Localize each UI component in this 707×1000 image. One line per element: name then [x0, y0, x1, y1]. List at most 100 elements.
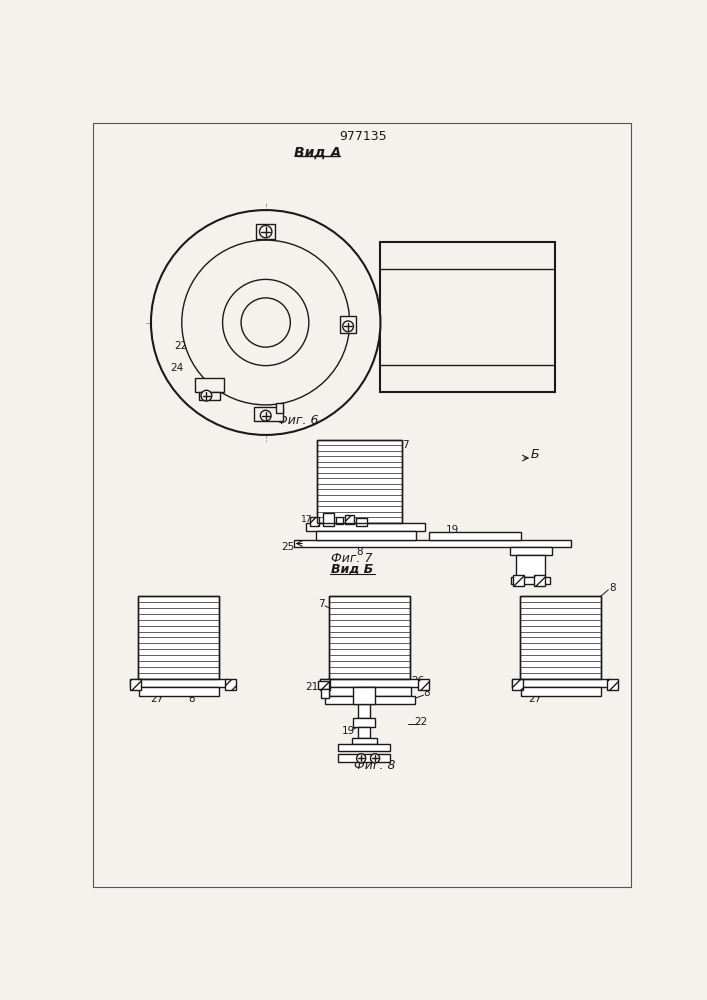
Text: Фиг. 8: Фиг. 8	[354, 759, 396, 772]
Bar	[316, 531, 416, 540]
Bar	[305, 523, 425, 531]
Text: ×: ×	[208, 282, 214, 288]
Text: +: +	[303, 341, 309, 350]
Text: 19: 19	[341, 726, 355, 736]
Ellipse shape	[182, 240, 350, 405]
Text: 8: 8	[356, 547, 363, 557]
Text: ×: ×	[238, 274, 244, 280]
Text: +: +	[262, 378, 269, 387]
Text: ×: ×	[317, 357, 323, 363]
Text: +: +	[268, 272, 275, 281]
Text: ×: ×	[300, 356, 307, 362]
Bar	[534, 575, 545, 586]
Text: ×: ×	[203, 291, 209, 297]
Text: +: +	[204, 334, 211, 343]
Text: ×: ×	[217, 345, 223, 351]
Text: ×: ×	[269, 268, 276, 274]
Text: +: +	[194, 346, 201, 355]
Bar	[130, 679, 141, 690]
Text: +: +	[234, 281, 241, 290]
Text: +: +	[315, 370, 322, 379]
Text: ×: ×	[255, 385, 260, 391]
Bar	[513, 575, 524, 586]
Text: ×: ×	[221, 351, 227, 357]
Text: ×: ×	[211, 329, 217, 335]
Bar	[320, 679, 330, 690]
Text: +: +	[334, 299, 341, 308]
Text: ×: ×	[225, 284, 230, 290]
Text: +: +	[315, 266, 322, 275]
Text: ×: ×	[308, 271, 314, 277]
Text: ×: ×	[217, 368, 223, 374]
Text: +: +	[299, 290, 306, 299]
Text: 21: 21	[305, 682, 319, 692]
Bar	[354, 687, 375, 704]
Text: +: +	[274, 363, 281, 372]
Text: ×: ×	[231, 261, 237, 267]
Text: ×: ×	[226, 374, 231, 380]
Bar	[354, 718, 375, 727]
Text: +: +	[204, 363, 211, 372]
Bar	[520, 596, 601, 679]
Text: Вид А: Вид А	[293, 145, 341, 159]
Text: +: +	[250, 273, 257, 282]
Text: +: +	[239, 278, 246, 287]
Text: ×: ×	[262, 267, 267, 273]
Bar	[276, 403, 284, 413]
Text: ×: ×	[244, 383, 250, 389]
Text: ×: ×	[234, 379, 240, 385]
Text: ×: ×	[245, 270, 251, 276]
Text: +: +	[222, 341, 229, 350]
Text: +: +	[299, 270, 305, 279]
Text: +: +	[336, 308, 342, 317]
Circle shape	[343, 321, 354, 332]
Text: 25: 25	[281, 542, 295, 552]
Text: ×: ×	[315, 318, 321, 324]
Bar	[257, 224, 275, 239]
Text: ×: ×	[280, 369, 286, 375]
Text: +: +	[262, 364, 269, 373]
Text: +: +	[281, 389, 288, 398]
Text: +: +	[292, 266, 299, 275]
Bar	[607, 679, 618, 690]
Text: ×: ×	[213, 305, 218, 311]
Bar	[320, 679, 420, 687]
Text: +: +	[252, 391, 259, 400]
Text: +: +	[334, 337, 341, 346]
Text: ×: ×	[216, 297, 221, 303]
Ellipse shape	[151, 210, 380, 435]
Text: ×: ×	[328, 307, 334, 313]
Text: +: +	[234, 250, 241, 259]
Text: +: +	[315, 348, 321, 357]
Text: 7: 7	[402, 440, 409, 450]
Bar	[345, 515, 354, 524]
Text: +: +	[299, 346, 306, 355]
Text: 7: 7	[318, 599, 325, 609]
Text: +: +	[256, 364, 263, 373]
Text: +: +	[245, 361, 252, 370]
Text: +: +	[308, 259, 314, 268]
Text: ×: ×	[198, 332, 204, 338]
Bar	[329, 596, 409, 679]
Text: ×: ×	[204, 351, 211, 357]
Text: +: +	[280, 361, 287, 370]
Bar	[336, 517, 344, 524]
Text: +: +	[262, 244, 269, 253]
Text: 8: 8	[609, 583, 616, 593]
Text: +: +	[310, 281, 317, 290]
Text: +: +	[217, 377, 224, 386]
Text: +: +	[331, 346, 337, 355]
Text: +: +	[286, 278, 292, 287]
Text: +: +	[320, 302, 327, 311]
Text: +: +	[232, 266, 239, 275]
Bar	[358, 727, 370, 738]
Text: +: +	[210, 348, 217, 357]
Text: +: +	[191, 337, 198, 346]
Text: ×: ×	[253, 268, 259, 274]
Text: +: +	[203, 326, 209, 335]
Text: ×: ×	[300, 265, 306, 271]
Bar	[380, 242, 555, 392]
Bar	[130, 679, 228, 687]
Bar	[138, 596, 218, 679]
Circle shape	[259, 225, 272, 238]
